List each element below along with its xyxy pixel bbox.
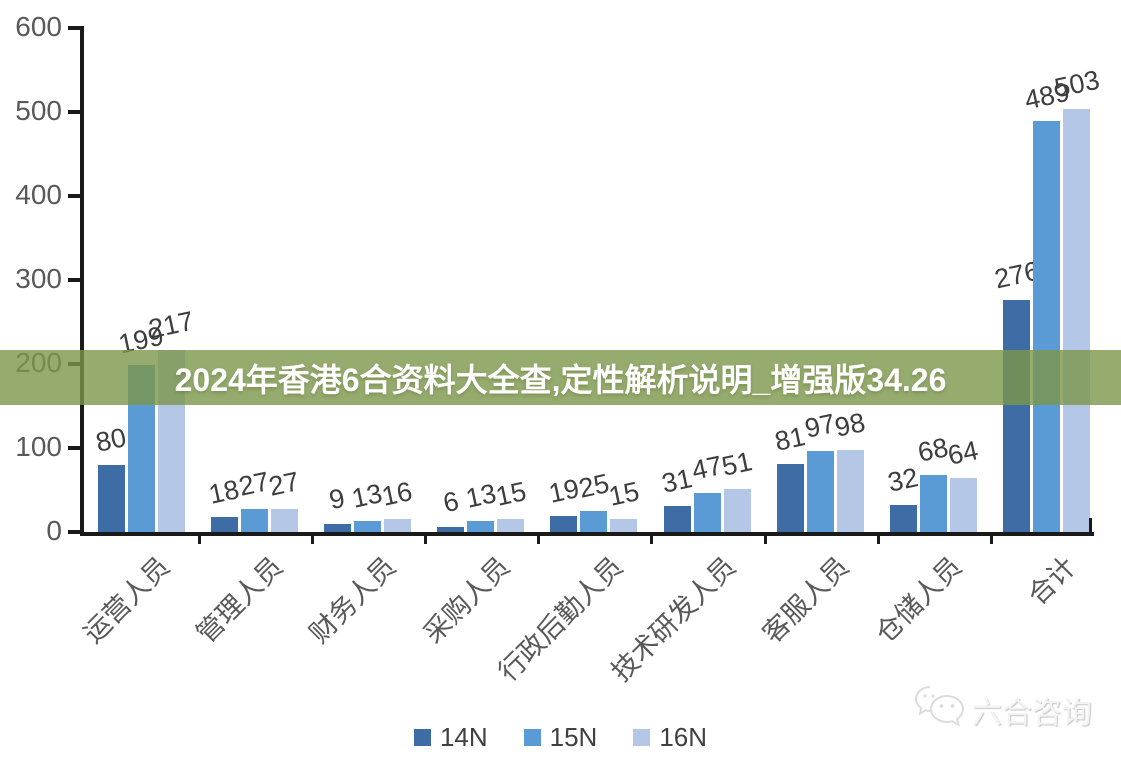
bar-15N-8 bbox=[919, 475, 947, 532]
legend-item-15N: 15N bbox=[523, 722, 598, 753]
bar-value-label: 503 bbox=[1051, 64, 1102, 104]
y-axis-tick bbox=[68, 26, 81, 30]
bar-16N-4 bbox=[497, 519, 525, 532]
legend-label: 14N bbox=[439, 722, 488, 752]
bar-16N-8 bbox=[949, 478, 977, 532]
y-tick-label: 500 bbox=[15, 95, 62, 126]
x-category-label: 仓储人员 bbox=[870, 551, 968, 649]
chart-legend: 14N 15N 16N bbox=[0, 722, 1121, 753]
x-axis-tick bbox=[763, 535, 767, 544]
y-tick-label: 600 bbox=[15, 11, 62, 42]
bar-14N-2 bbox=[210, 517, 238, 532]
bar-15N-5 bbox=[580, 511, 608, 532]
bar-14N-7 bbox=[776, 464, 804, 532]
x-category-label: 合计 bbox=[1021, 551, 1082, 611]
x-axis-tick bbox=[310, 535, 314, 544]
x-category-label: 客服人员 bbox=[757, 551, 855, 649]
x-axis-tick bbox=[537, 535, 541, 544]
bar-14N-6 bbox=[663, 506, 691, 532]
bar-16N-7 bbox=[836, 450, 864, 532]
y-axis-tick bbox=[68, 110, 81, 114]
bar-14N-5 bbox=[550, 516, 578, 532]
watermark-label: 六合咨询 bbox=[972, 696, 1092, 730]
bar-16N-5 bbox=[610, 519, 638, 532]
bar-14N-3 bbox=[323, 524, 351, 532]
bar-16N-9 bbox=[1063, 109, 1091, 532]
legend-swatch-icon bbox=[523, 729, 541, 746]
x-category-label: 运营人员 bbox=[77, 551, 176, 649]
legend-label: 15N bbox=[549, 722, 598, 752]
y-tick-label: 400 bbox=[15, 179, 62, 210]
y-axis-tick bbox=[68, 278, 81, 282]
watermark: 六合咨询 bbox=[914, 684, 1092, 735]
y-tick-label: 100 bbox=[15, 431, 62, 462]
x-axis-tick bbox=[876, 535, 880, 544]
x-axis-line bbox=[80, 532, 1094, 536]
x-category-label: 管理人员 bbox=[191, 551, 289, 649]
bar-14N-8 bbox=[889, 505, 917, 532]
legend-item-14N: 14N bbox=[413, 722, 488, 753]
x-axis-tick bbox=[990, 535, 993, 544]
legend-swatch-icon bbox=[633, 729, 651, 746]
x-category-label: 财务人员 bbox=[304, 551, 402, 649]
legend-label: 16N bbox=[659, 722, 708, 752]
y-tick-label: 0 bbox=[46, 515, 62, 546]
bar-15N-6 bbox=[693, 493, 721, 532]
bar-16N-2 bbox=[270, 509, 298, 532]
bar-14N-1 bbox=[97, 465, 125, 532]
bar-15N-7 bbox=[806, 451, 834, 532]
x-axis-tick bbox=[197, 535, 201, 544]
bar-16N-6 bbox=[723, 489, 751, 532]
legend-item-16N: 16N bbox=[633, 722, 707, 753]
promo-banner-overlay: 2024年香港6合资料大全查,定性解析说明_增强版34.26 bbox=[0, 350, 1121, 405]
y-tick-label: 300 bbox=[15, 263, 62, 294]
y-axis-tick bbox=[68, 446, 81, 450]
y-axis-line bbox=[80, 26, 84, 536]
bar-15N-3 bbox=[353, 521, 381, 532]
x-axis-tick bbox=[650, 535, 654, 544]
wechat-icon bbox=[914, 684, 966, 735]
bar-16N-3 bbox=[383, 519, 411, 532]
bar-14N-9 bbox=[1003, 300, 1031, 532]
y-axis-tick bbox=[68, 194, 81, 198]
bar-15N-2 bbox=[240, 509, 268, 532]
legend-swatch-icon bbox=[413, 729, 431, 746]
x-axis-end-tick bbox=[1089, 518, 1092, 533]
y-axis-tick bbox=[68, 530, 81, 534]
bar-15N-9 bbox=[1033, 121, 1061, 532]
bar-15N-4 bbox=[467, 521, 495, 532]
banner-text: 2024年香港6合资料大全查,定性解析说明_增强版34.26 bbox=[174, 361, 947, 398]
x-category-label: 采购人员 bbox=[417, 551, 516, 649]
x-axis-tick bbox=[424, 535, 427, 544]
bar-14N-4 bbox=[437, 527, 465, 532]
